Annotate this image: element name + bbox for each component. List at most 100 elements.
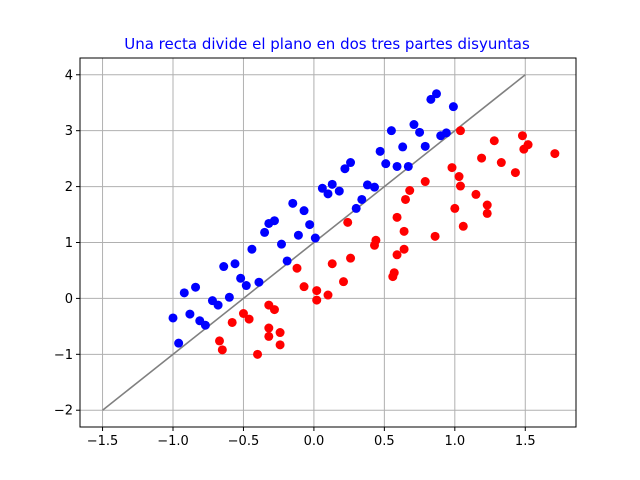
point-series-2	[312, 295, 322, 305]
point-series-2	[399, 244, 409, 254]
point-series-1	[288, 198, 298, 208]
point-series-1	[310, 233, 320, 243]
y-tick-label: −1	[54, 348, 73, 363]
point-series-2	[482, 200, 492, 210]
point-series-1	[168, 313, 178, 323]
point-series-2	[458, 221, 468, 231]
point-series-1	[420, 141, 430, 151]
point-series-1	[351, 203, 361, 213]
point-series-1	[403, 161, 413, 171]
x-tick-label: 1.5	[515, 434, 536, 449]
point-series-2	[454, 172, 464, 182]
point-series-1	[392, 161, 402, 171]
point-series-2	[471, 189, 481, 199]
point-series-1	[247, 244, 257, 254]
point-series-2	[489, 136, 499, 146]
point-series-2	[292, 263, 302, 273]
point-series-1	[409, 120, 419, 130]
y-tick-label: −2	[54, 404, 73, 419]
point-series-2	[550, 149, 560, 159]
point-series-2	[217, 345, 227, 355]
x-tick-label: 0.5	[374, 434, 395, 449]
point-series-2	[510, 168, 520, 178]
scatter-points	[168, 89, 560, 359]
point-series-1	[381, 159, 391, 169]
point-series-2	[477, 153, 487, 163]
point-series-2	[447, 163, 457, 173]
point-series-1	[185, 309, 195, 319]
point-series-1	[357, 194, 367, 204]
x-tick-label: −1.0	[157, 434, 189, 449]
x-axis: −1.5 −1.0 −0.5 0.0 0.5 1.0 1.5	[87, 427, 536, 449]
point-series-2	[253, 349, 263, 359]
point-series-1	[260, 227, 270, 237]
point-series-1	[224, 292, 234, 302]
grid-lines	[80, 58, 576, 427]
point-series-1	[327, 179, 337, 189]
point-series-1	[200, 320, 210, 330]
point-series-2	[401, 194, 410, 204]
point-series-2	[312, 286, 322, 296]
point-series-2	[496, 158, 506, 168]
point-series-2	[215, 336, 224, 346]
point-series-2	[323, 290, 333, 300]
x-tick-label: −0.5	[228, 434, 260, 449]
point-series-1	[179, 288, 189, 298]
point-series-2	[244, 314, 254, 324]
point-series-1	[299, 206, 309, 216]
point-series-2	[517, 131, 527, 141]
point-series-2	[523, 140, 533, 150]
point-series-1	[282, 256, 292, 266]
point-series-2	[299, 282, 309, 292]
point-series-1	[254, 277, 264, 287]
y-tick-label: 1	[65, 236, 73, 251]
point-series-1	[370, 182, 379, 192]
point-series-1	[386, 126, 396, 136]
point-series-2	[399, 226, 409, 236]
y-tick-label: 2	[65, 180, 73, 195]
y-tick-label: 3	[65, 124, 73, 139]
point-series-1	[213, 300, 223, 310]
point-series-2	[264, 331, 274, 341]
point-series-1	[230, 259, 240, 269]
point-series-2	[346, 253, 356, 263]
point-series-2	[420, 177, 430, 187]
y-tick-label: 4	[65, 68, 73, 83]
point-series-1	[398, 142, 408, 152]
point-series-2	[264, 323, 274, 333]
point-series-2	[430, 231, 440, 241]
point-series-1	[219, 262, 229, 272]
point-series-1	[305, 220, 315, 230]
point-series-1	[277, 239, 286, 249]
point-series-1	[375, 146, 385, 156]
point-series-2	[482, 208, 492, 218]
point-series-2	[275, 328, 285, 338]
point-series-2	[450, 203, 460, 213]
x-tick-label: −1.5	[87, 434, 119, 449]
point-series-2	[339, 277, 348, 287]
dividing-line	[102, 74, 526, 411]
reference-line	[102, 74, 526, 411]
point-series-2	[392, 250, 402, 260]
point-series-1	[236, 273, 246, 283]
point-series-1	[317, 183, 327, 193]
point-series-1	[241, 281, 251, 291]
point-series-2	[343, 217, 353, 227]
point-series-1	[174, 338, 184, 348]
point-series-1	[293, 230, 303, 240]
point-series-1	[426, 94, 436, 104]
point-series-2	[238, 309, 248, 319]
point-series-1	[415, 127, 425, 137]
point-series-1	[441, 128, 451, 138]
point-series-1	[432, 89, 441, 99]
point-series-2	[269, 305, 279, 315]
point-series-1	[362, 180, 372, 190]
point-series-1	[334, 186, 344, 196]
y-axis: −2 −1 0 1 2 3 4	[54, 68, 80, 419]
y-tick-label: 0	[65, 292, 73, 307]
point-series-2	[227, 317, 237, 327]
point-series-2	[405, 186, 415, 196]
point-series-1	[346, 158, 356, 168]
x-tick-label: 0.0	[304, 434, 325, 449]
